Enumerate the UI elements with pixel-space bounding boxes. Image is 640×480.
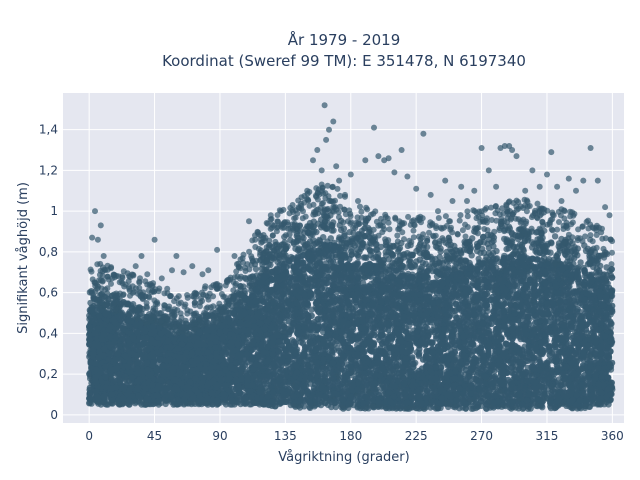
data-point [327,235,334,242]
chart-title: År 1979 - 2019 [288,30,401,49]
data-points [86,102,616,412]
data-point [551,233,559,240]
data-point [340,225,348,232]
data-point [547,249,554,256]
data-point [103,301,110,309]
data-point [577,259,584,266]
data-point [443,248,450,256]
data-point [501,235,508,243]
chart-subtitle: Koordinat (Sweref 99 TM): E 351478, N 61… [162,52,526,70]
data-point [367,251,374,259]
